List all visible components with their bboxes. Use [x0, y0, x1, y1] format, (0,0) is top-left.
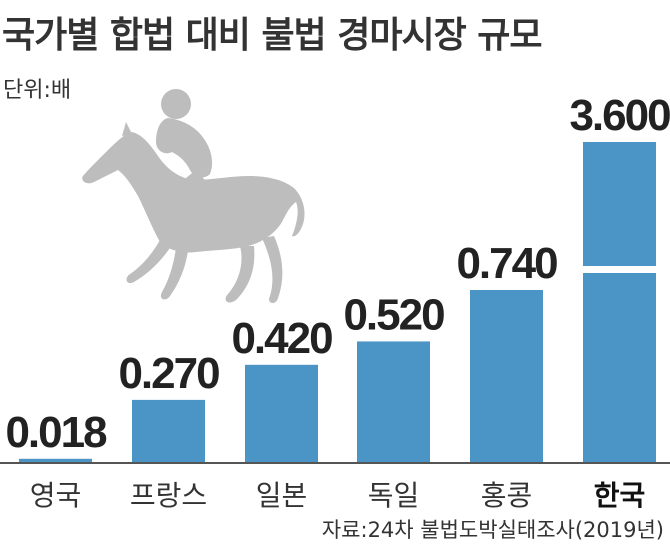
category-label-3: 독일	[368, 479, 420, 512]
horse-hind-leg	[225, 246, 255, 303]
chart-title: 국가별 합법 대비 불법 경마시장 규모	[2, 15, 542, 56]
category-label-1: 프랑스	[130, 479, 207, 512]
category-label-2: 일본	[256, 479, 308, 512]
bar-3	[357, 341, 430, 463]
jockey-body	[156, 118, 213, 178]
bar-1	[132, 399, 205, 463]
horse-body	[82, 132, 305, 253]
data-label-4: 0.740	[456, 239, 557, 288]
data-label-0: 0.018	[5, 408, 107, 457]
category-labels: 영국 프랑스 일본 독일 홍콩 한국	[30, 479, 646, 512]
horse-front-leg-2	[160, 248, 188, 300]
data-label-5: 3.600	[569, 91, 670, 140]
bar-5	[583, 142, 656, 463]
bar-2	[245, 364, 318, 463]
jockey-leg	[186, 170, 212, 202]
unit-label: 단위:배	[3, 78, 72, 103]
axis-break-gap	[582, 266, 657, 273]
category-label-4: 홍콩	[481, 479, 533, 512]
horse-ear	[122, 122, 132, 136]
jockey-head	[161, 89, 191, 119]
horse-front-leg	[126, 240, 170, 284]
data-label-1: 0.270	[118, 349, 219, 398]
bar-0	[19, 458, 92, 463]
category-label-5: 한국	[594, 479, 646, 512]
horse-hind-leg-2	[262, 236, 283, 304]
source-note: 자료:24차 불법도박실태조사(2019년)	[321, 518, 664, 542]
racehorse-jockey-silhouette	[82, 89, 305, 304]
data-label-2: 0.420	[231, 314, 332, 363]
category-label-0: 영국	[30, 479, 82, 512]
bar-4	[470, 290, 543, 463]
data-label-3: 0.520	[343, 290, 444, 339]
